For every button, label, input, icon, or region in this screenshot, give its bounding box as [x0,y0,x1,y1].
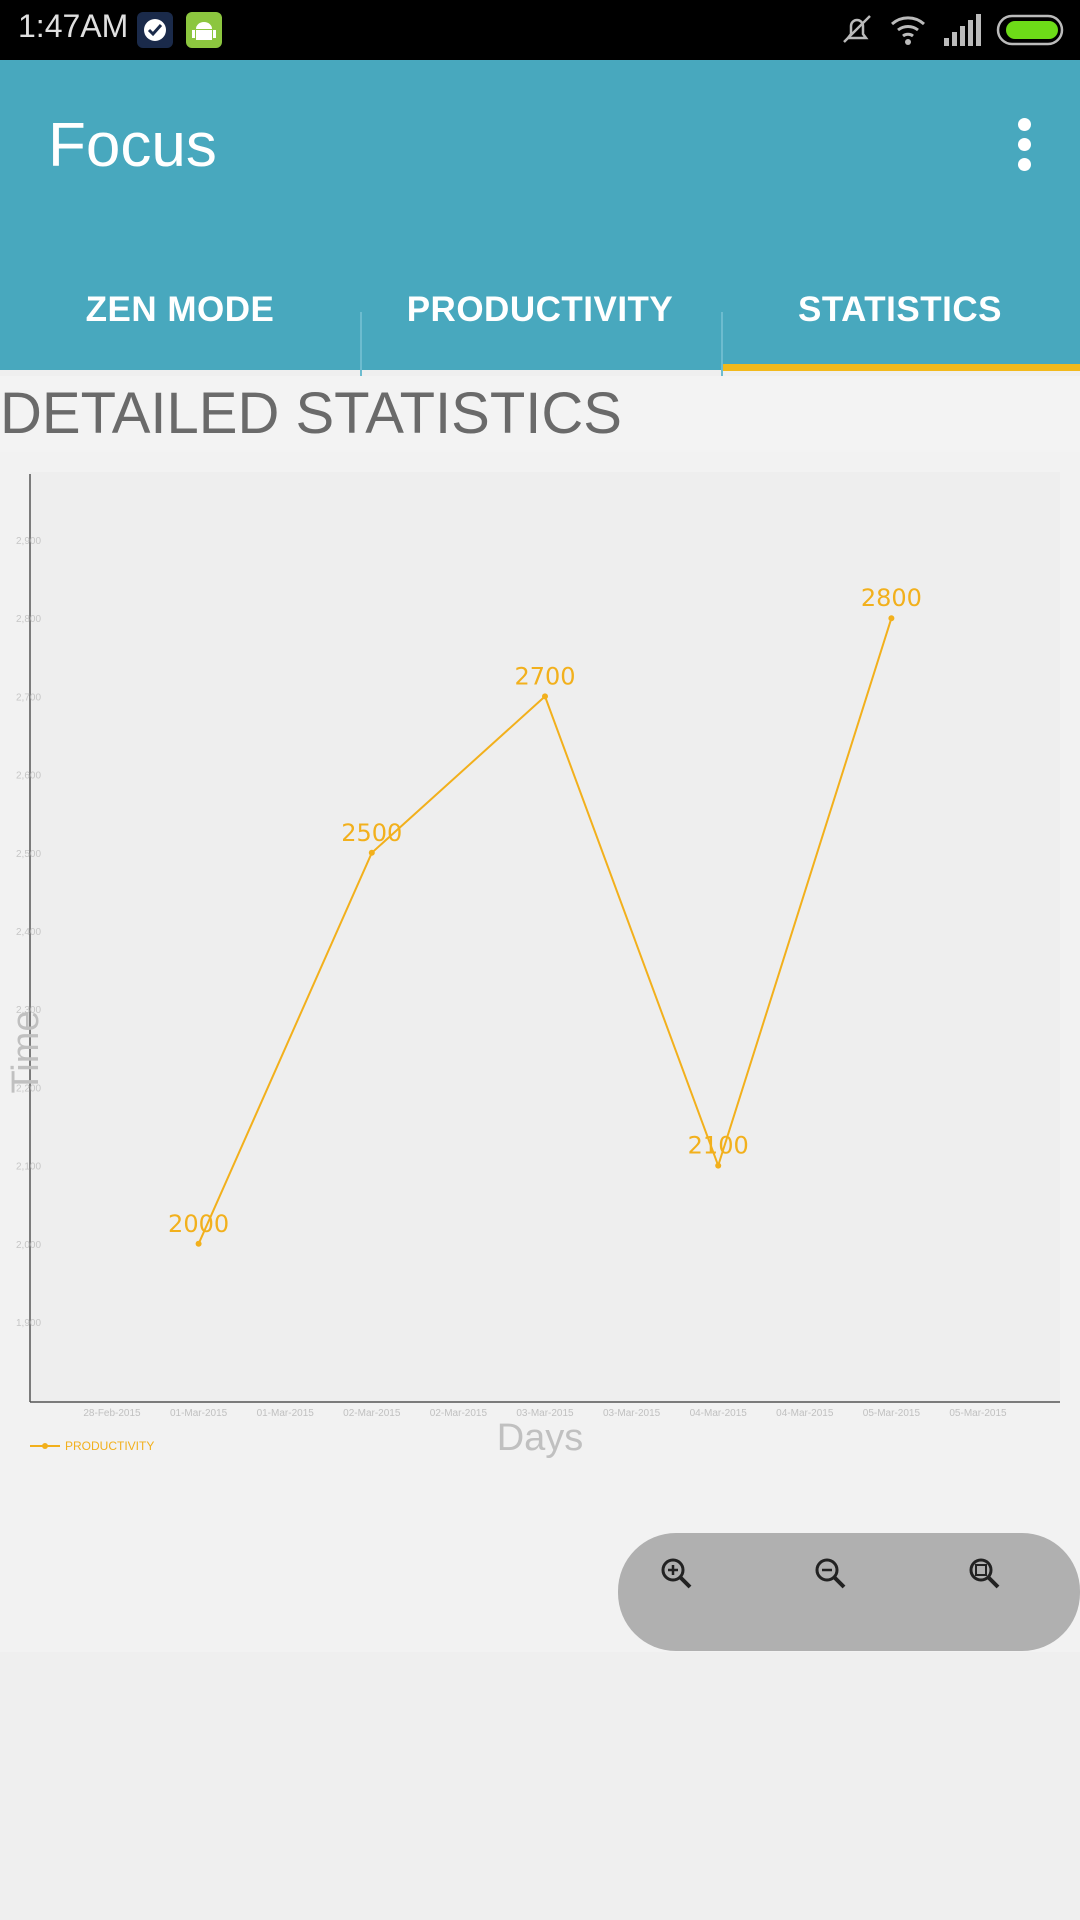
battery-icon [996,14,1064,46]
app-bar: Focus ZEN MODE PRODUCTIVITY STATISTICS [0,60,1080,408]
x-tick-label: 04-Mar-2015 [776,1408,834,1419]
tab-statistics[interactable]: STATISTICS [798,290,1002,329]
tab-divider [360,312,362,408]
x-tick-label: 03-Mar-2015 [516,1408,574,1419]
y-tick-label: 2,300 [16,1005,41,1016]
data-point [542,693,548,700]
tab-indicator [723,364,1080,371]
data-point [888,615,895,622]
y-tick-label: 2,600 [16,771,41,782]
x-tick-label: 01-Mar-2015 [257,1408,315,1419]
overflow-menu-icon[interactable] [1016,118,1032,174]
section-title: DETAILED STATISTICS [0,376,1080,452]
check-app-icon [137,12,173,48]
signal-icon [944,14,981,46]
data-point [715,1162,722,1169]
x-tick-label: 02-Mar-2015 [430,1408,488,1419]
android-icon [186,12,222,48]
data-label: 2500 [341,819,402,847]
mute-icon [843,15,871,43]
x-tick-label: 04-Mar-2015 [690,1408,748,1419]
x-tick-label: 05-Mar-2015 [949,1408,1007,1419]
legend-label: PRODUCTIVITY [65,1439,154,1453]
y-axis-title: Time [5,1010,47,1093]
zoom-out-icon[interactable] [810,1553,850,1593]
zoom-in-icon[interactable] [656,1553,696,1593]
tab-productivity[interactable]: PRODUCTIVITY [406,290,674,329]
y-tick-label: 2,900 [16,536,41,547]
line-chart[interactable]: 1,900 2,000 2,100 2,200 2,300 2,400 2,500 2,600… [0,452,1080,1652]
tab-bar: ZEN MODE PRODUCTIVITY STATISTICS [0,250,1080,408]
data-label: 2100 [688,1132,749,1160]
legend-marker [42,1443,48,1449]
y-tick-label: 2,000 [16,1240,41,1251]
y-tick-label: 2,700 [16,692,41,703]
y-tick-label: 2,400 [16,927,41,938]
y-tick-label: 2,800 [16,614,41,625]
tab-zen-mode[interactable]: ZEN MODE [85,290,275,329]
wifi-icon [891,16,925,45]
data-point [368,849,375,856]
zoom-reset-icon[interactable] [964,1553,1004,1593]
y-tick-label: 2,100 [16,1162,41,1173]
app-title: Focus [48,111,217,180]
x-tick-label: 02-Mar-2015 [343,1408,401,1419]
data-point [195,1240,202,1247]
zoom-controls [618,1533,1080,1651]
status-bar: 1:47AM [0,0,1080,60]
data-label: 2800 [861,584,922,612]
x-tick-label: 01-Mar-2015 [170,1408,228,1419]
tab-divider [721,312,723,408]
y-tick-label: 1,900 [16,1318,41,1329]
x-tick-label: 03-Mar-2015 [603,1408,661,1419]
status-time: 1:47AM [18,8,129,44]
x-tick-label: 28-Feb-2015 [83,1408,141,1419]
chart-area[interactable]: 1,900 2,000 2,100 2,200 2,300 2,400 2,500 2,600… [0,452,1080,1652]
y-tick-label: 2,500 [16,849,41,860]
y-tick-label: 2,200 [16,1083,41,1094]
x-tick-label: 05-Mar-2015 [863,1408,921,1419]
data-label: 2700 [514,662,575,690]
data-label: 2000 [168,1210,229,1238]
x-axis-title: Days [497,1417,584,1459]
